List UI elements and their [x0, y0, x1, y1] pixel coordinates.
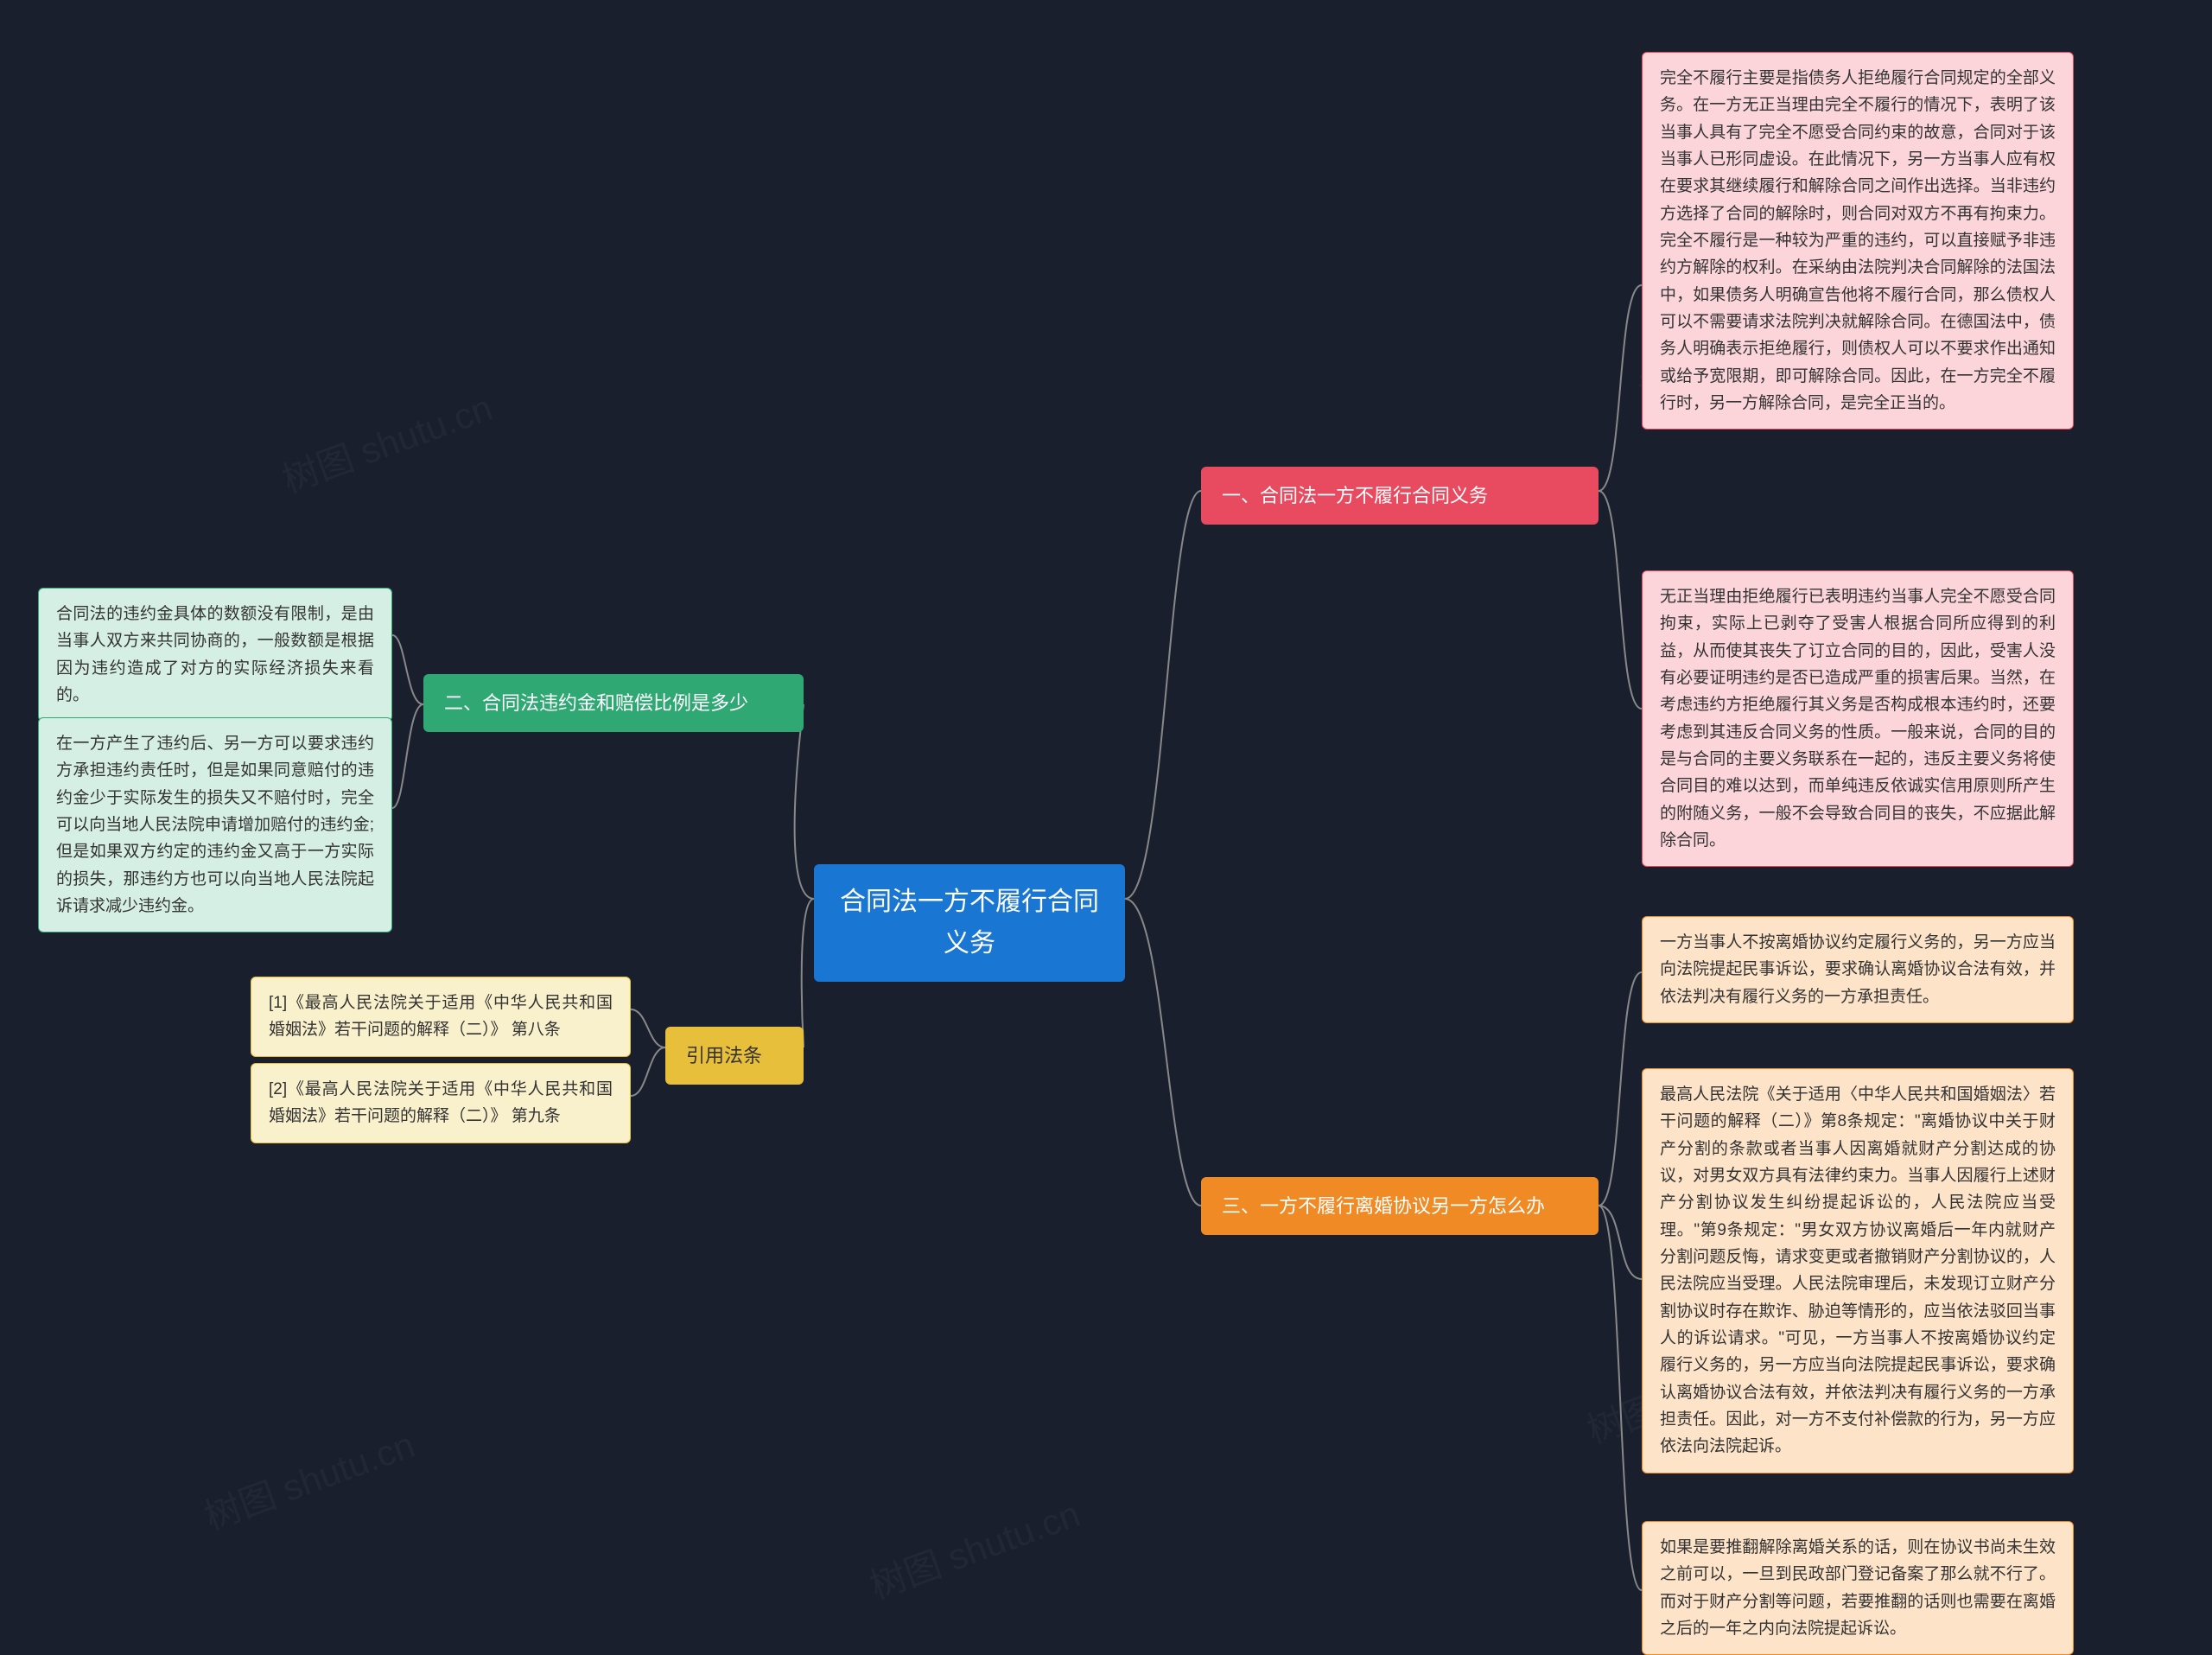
leaf-node[interactable]: 一方当事人不按离婚协议约定履行义务的，另一方应当向法院提起民事诉讼，要求确认离婚… [1642, 916, 2074, 1023]
center-node[interactable]: 合同法一方不履行合同义务 [814, 864, 1125, 982]
watermark: 树图 shutu.cn [861, 1485, 1086, 1609]
leaf-node[interactable]: [1]《最高人民法院关于适用《中华人民共和国婚姻法》若干问题的解释（二）》 第八… [251, 977, 631, 1057]
leaf-node[interactable]: 完全不履行主要是指债务人拒绝履行合同规定的全部义务。在一方无正当理由完全不履行的… [1642, 52, 2074, 430]
leaf-node[interactable]: 最高人民法院《关于适用〈中华人民共和国婚姻法〉若干问题的解释（二）》第8条规定：… [1642, 1068, 2074, 1474]
branch-node-1[interactable]: 一、合同法一方不履行合同义务 [1201, 467, 1599, 525]
leaf-node[interactable]: 在一方产生了违约后、另一方可以要求违约方承担违约责任时，但是如果同意赔付的违约金… [38, 717, 392, 933]
watermark: 树图 shutu.cn [196, 1416, 421, 1540]
leaf-node[interactable]: 合同法的违约金具体的数额没有限制，是由当事人双方来共同协商的，一般数额是根据因为… [38, 588, 392, 722]
watermark: 树图 shutu.cn [274, 379, 499, 503]
leaf-node[interactable]: 如果是要推翻解除离婚关系的话，则在协议书尚未生效之前可以，一旦到民政部门登记备案… [1642, 1521, 2074, 1655]
branch-node-2[interactable]: 二、合同法违约金和赔偿比例是多少 [423, 674, 804, 732]
branch-node-3[interactable]: 三、一方不履行离婚协议另一方怎么办 [1201, 1177, 1599, 1235]
branch-node-4[interactable]: 引用法条 [665, 1027, 804, 1085]
leaf-node[interactable]: 无正当理由拒绝履行已表明违约当事人完全不愿受合同拘束，实际上已剥夺了受害人根据合… [1642, 570, 2074, 867]
leaf-node[interactable]: [2]《最高人民法院关于适用《中华人民共和国婚姻法》若干问题的解释（二）》 第九… [251, 1063, 631, 1143]
